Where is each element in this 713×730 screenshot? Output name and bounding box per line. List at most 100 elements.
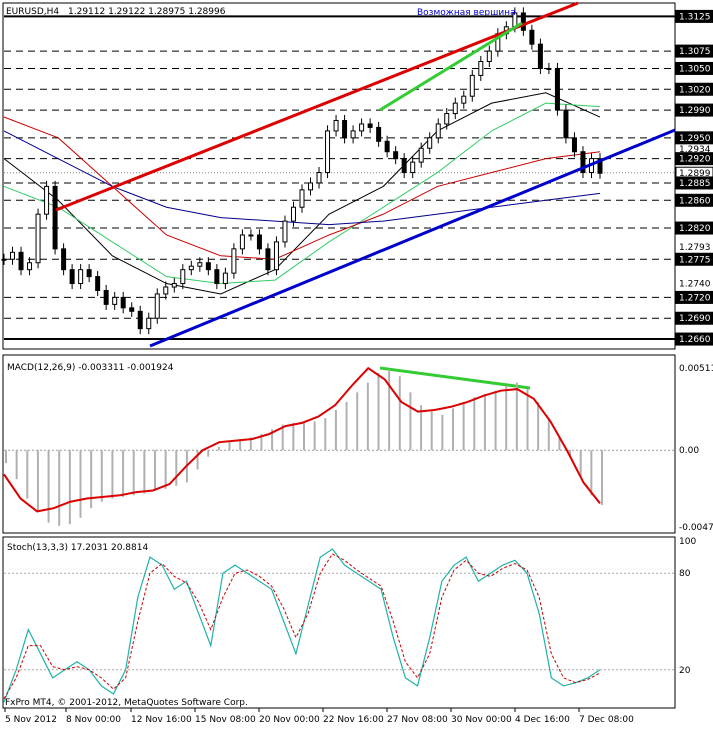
time-tick-label: 7 Dec 08:00 bbox=[579, 715, 634, 725]
price-candle-body bbox=[282, 220, 288, 243]
price-candle-body bbox=[61, 248, 67, 271]
price-candle-body bbox=[222, 272, 228, 285]
price-tick-label: 1.3075 bbox=[679, 47, 711, 57]
price-candle-body bbox=[112, 296, 118, 305]
price-axis: 1.3125 1.3075 1.3050 1.3020 1.2990 1.29501.29… bbox=[675, 9, 713, 346]
price-candle-body bbox=[103, 289, 109, 305]
time-tick-label: 27 Nov 08:00 bbox=[387, 715, 448, 725]
price-tick-label: 1.3050 bbox=[679, 64, 711, 74]
price-tick-label: 1.2740 bbox=[679, 280, 711, 290]
price-tick-box bbox=[675, 44, 713, 58]
price-tick-label: 1.3125 bbox=[679, 12, 711, 22]
top-annotation: Возможная вершина bbox=[417, 8, 516, 18]
price-candle-body bbox=[410, 161, 416, 174]
price-candle-body bbox=[359, 123, 365, 132]
price-tick-label: 1.2775 bbox=[679, 255, 711, 265]
macd-divergence-line[interactable] bbox=[379, 366, 531, 390]
price-tick-label: 1.3020 bbox=[679, 85, 711, 95]
price-tick-label: 1.2899 bbox=[679, 169, 711, 179]
moving-average-line bbox=[3, 130, 601, 226]
price-candle-body bbox=[44, 185, 50, 215]
price-candle-body bbox=[435, 123, 441, 139]
price-candle-body bbox=[27, 262, 33, 271]
macd-signal-line bbox=[3, 366, 601, 513]
price-candle-body bbox=[78, 269, 84, 285]
footer-copyright: FxPro MT4, © 2001-2012, MetaQuotes Softw… bbox=[5, 698, 248, 708]
price-tick-box bbox=[675, 9, 713, 23]
price-tick-box bbox=[675, 290, 713, 304]
stoch-main-line bbox=[3, 548, 601, 703]
price-candle-body bbox=[248, 234, 254, 237]
stoch-signal-line bbox=[3, 553, 601, 700]
price-tick-box bbox=[675, 252, 713, 266]
channel-upper-trendline[interactable] bbox=[55, 1, 579, 212]
time-axis: 5 Nov 2012 8 Nov 00:00 12 Nov 16:00 15 Nov … bbox=[4, 708, 634, 725]
price-tick-box bbox=[675, 193, 713, 207]
macd-tick-label: -0.00477 bbox=[679, 523, 713, 533]
price-tick-box bbox=[675, 103, 713, 117]
time-tick-label: 15 Nov 08:00 bbox=[195, 715, 256, 725]
macd-label: MACD(12,26,9) -0.003311 -0.001924 bbox=[7, 363, 174, 373]
price-candle-body bbox=[486, 50, 492, 63]
price-candle-body bbox=[205, 262, 211, 271]
moving-average-line bbox=[3, 102, 601, 285]
price-tick-box bbox=[675, 61, 713, 75]
price-candle-body bbox=[86, 269, 92, 278]
price-candle-body bbox=[571, 137, 577, 153]
price-candle-body bbox=[52, 185, 58, 250]
stoch-label: Stoch(13,3,3) 17.2031 20.8814 bbox=[7, 543, 148, 553]
price-candle-body bbox=[469, 74, 475, 97]
price-candle-body bbox=[197, 262, 203, 267]
price-candle-body bbox=[393, 151, 399, 160]
price-candle-body bbox=[563, 109, 569, 139]
macd-panel-frame[interactable] bbox=[2, 354, 676, 534]
price-tick-label: 1.2720 bbox=[679, 293, 711, 303]
trendlines bbox=[55, 1, 676, 390]
price-tick-label: 1.2660 bbox=[679, 335, 711, 345]
price-candle-body bbox=[333, 119, 339, 132]
macd-plot: 0.00511 0.00 -0.00477 bbox=[3, 364, 713, 533]
price-tick-label: 1.2950 bbox=[679, 134, 711, 144]
time-tick-label: 8 Nov 00:00 bbox=[66, 715, 121, 725]
price-candle-body bbox=[69, 269, 75, 285]
price-candle-body bbox=[384, 140, 390, 153]
price-candle-body bbox=[427, 137, 433, 149]
price-candle-body bbox=[137, 310, 143, 330]
price-candle-body bbox=[180, 269, 186, 285]
time-tick-label: 20 Nov 00:00 bbox=[259, 715, 320, 725]
time-tick-label: 22 Nov 16:00 bbox=[323, 715, 384, 725]
price-candle-body bbox=[452, 102, 458, 115]
price-candle-body bbox=[325, 130, 331, 174]
price-tick-label: 1.2990 bbox=[679, 106, 711, 116]
chart-ohlc: 1.29112 1.29122 1.28975 1.28996 bbox=[68, 7, 226, 17]
stoch-tick-label: 100 bbox=[679, 537, 696, 547]
channel-lower-trendline[interactable] bbox=[149, 128, 676, 348]
time-tick-label: 12 Nov 16:00 bbox=[131, 715, 192, 725]
price-candle-body bbox=[342, 119, 348, 139]
stoch-panel-frame[interactable] bbox=[2, 536, 676, 709]
price-candle-body bbox=[18, 251, 24, 271]
time-tick-label: 4 Dec 16:00 bbox=[515, 715, 570, 725]
price-tick-label: 1.2690 bbox=[679, 314, 711, 324]
price-candle-body bbox=[188, 265, 194, 271]
price-candle-body bbox=[299, 189, 305, 208]
price-candle-body bbox=[256, 234, 262, 250]
price-tick-label: 1.2885 bbox=[679, 179, 711, 189]
price-tick-label: 1.2934 bbox=[679, 145, 711, 155]
price-divergence-line[interactable] bbox=[379, 21, 523, 112]
price-candle-body bbox=[1, 258, 7, 261]
price-candle-body bbox=[444, 113, 450, 125]
price-candle-body bbox=[376, 126, 382, 142]
price-candle-body bbox=[520, 12, 526, 31]
price-candle-body bbox=[580, 151, 586, 174]
chart-symbol: EURUSD,H4 bbox=[6, 7, 59, 17]
price-candle-body bbox=[163, 286, 169, 295]
price-candle-body bbox=[239, 234, 245, 250]
price-candle-body bbox=[171, 283, 177, 288]
price-candle-body bbox=[461, 95, 467, 104]
price-candle-body bbox=[154, 293, 160, 319]
price-candle-body bbox=[214, 269, 220, 285]
price-tick-box bbox=[675, 152, 713, 166]
price-candle-body bbox=[554, 67, 560, 111]
